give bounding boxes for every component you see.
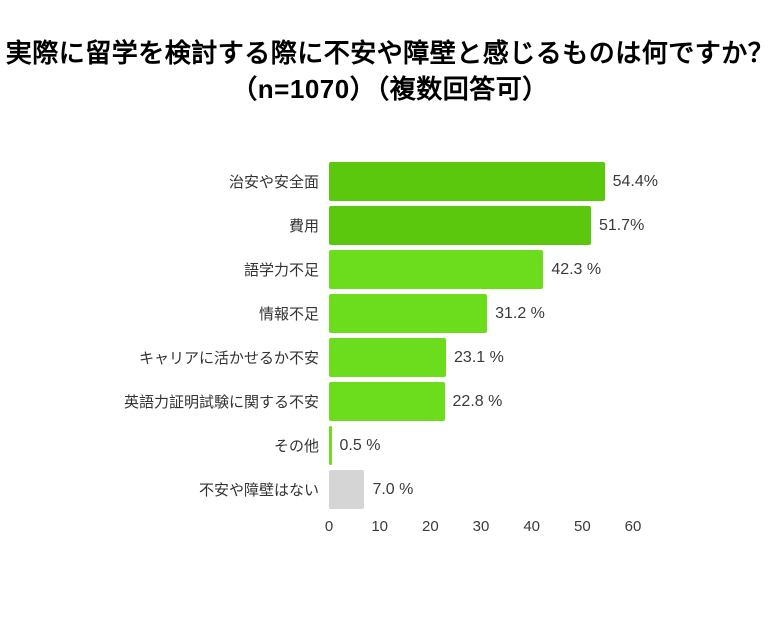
x-axis-tick: 50 bbox=[573, 517, 591, 535]
bar-row: 不安や障壁はない 7.0 % bbox=[0, 468, 780, 512]
x-axis-tick: 20 bbox=[421, 517, 439, 535]
bar-track: 31.2 % bbox=[329, 292, 780, 336]
category-label: キャリアに活かせるか不安 bbox=[138, 350, 319, 368]
category-label: 費用 bbox=[288, 218, 319, 236]
bar-row: その他 0.5 % bbox=[0, 424, 780, 468]
value-label: 42.3 % bbox=[551, 260, 602, 278]
bar-row: キャリアに活かせるか不安 23.1 % bbox=[0, 336, 780, 380]
bar-rows: 治安や安全面 54.4% 費用 51.7% 語学力不足 42.3 % 情報不足 31.2 % キ… bbox=[0, 160, 780, 512]
category-label: 情報不足 bbox=[258, 306, 319, 324]
x-axis-tick: 0 bbox=[324, 517, 334, 535]
category-label: 英語力証明試験に関する不安 bbox=[123, 394, 319, 412]
bar bbox=[329, 470, 365, 510]
x-axis: 0 10 20 30 40 50 60 bbox=[325, 514, 780, 542]
bar bbox=[329, 338, 447, 378]
bar-track: 7.0 % bbox=[329, 468, 780, 512]
bar bbox=[329, 250, 544, 290]
bar-row: 語学力不足 42.3 % bbox=[0, 248, 780, 292]
x-axis-tick: 60 bbox=[624, 517, 642, 535]
bar bbox=[329, 382, 445, 422]
bar-track: 0.5 % bbox=[329, 424, 780, 468]
bar-row: 治安や安全面 54.4% bbox=[0, 160, 780, 204]
bar-row: 費用 51.7% bbox=[0, 204, 780, 248]
bar-row: 英語力証明試験に関する不安 22.8 % bbox=[0, 380, 780, 424]
category-label: 不安や障壁はない bbox=[198, 482, 319, 500]
bar bbox=[329, 294, 488, 334]
x-axis-tick: 40 bbox=[523, 517, 540, 535]
bar-track: 23.1 % bbox=[329, 336, 780, 380]
value-label: 31.2 % bbox=[495, 304, 545, 322]
chart-title-line1: 実際に留学を検討する際に不安や障壁と感じるものは何ですか？ bbox=[5, 38, 775, 68]
value-label: 22.8 % bbox=[452, 392, 503, 410]
value-label: 23.1 % bbox=[454, 348, 504, 366]
bar bbox=[329, 206, 591, 246]
chart-title: 実際に留学を検討する際に不安や障壁と感じるものは何ですか？ （n=1070）（複… bbox=[0, 36, 780, 108]
value-label: 51.7% bbox=[598, 216, 645, 234]
category-label: 語学力不足 bbox=[243, 262, 319, 280]
bar-track: 51.7% bbox=[329, 204, 780, 248]
chart-title-line2: （n=1070）（複数回答可） bbox=[231, 73, 549, 104]
bar bbox=[329, 162, 605, 202]
value-label: 54.4% bbox=[612, 172, 658, 190]
category-label: 治安や安全面 bbox=[228, 174, 319, 192]
x-axis-tick: 10 bbox=[371, 517, 388, 535]
bar-track: 22.8 % bbox=[329, 380, 780, 424]
bar-track: 54.4% bbox=[329, 160, 780, 204]
value-label: 7.0 % bbox=[372, 480, 414, 498]
bar-row: 情報不足 31.2 % bbox=[0, 292, 780, 336]
value-label: 0.5 % bbox=[339, 436, 381, 454]
bar-chart: 治安や安全面 54.4% 費用 51.7% 語学力不足 42.3 % 情報不足 31.2 % キ… bbox=[0, 160, 780, 542]
bar bbox=[329, 426, 332, 466]
category-label: その他 bbox=[273, 438, 319, 456]
x-axis-tick: 30 bbox=[472, 517, 490, 535]
bar-track: 42.3 % bbox=[329, 248, 780, 292]
